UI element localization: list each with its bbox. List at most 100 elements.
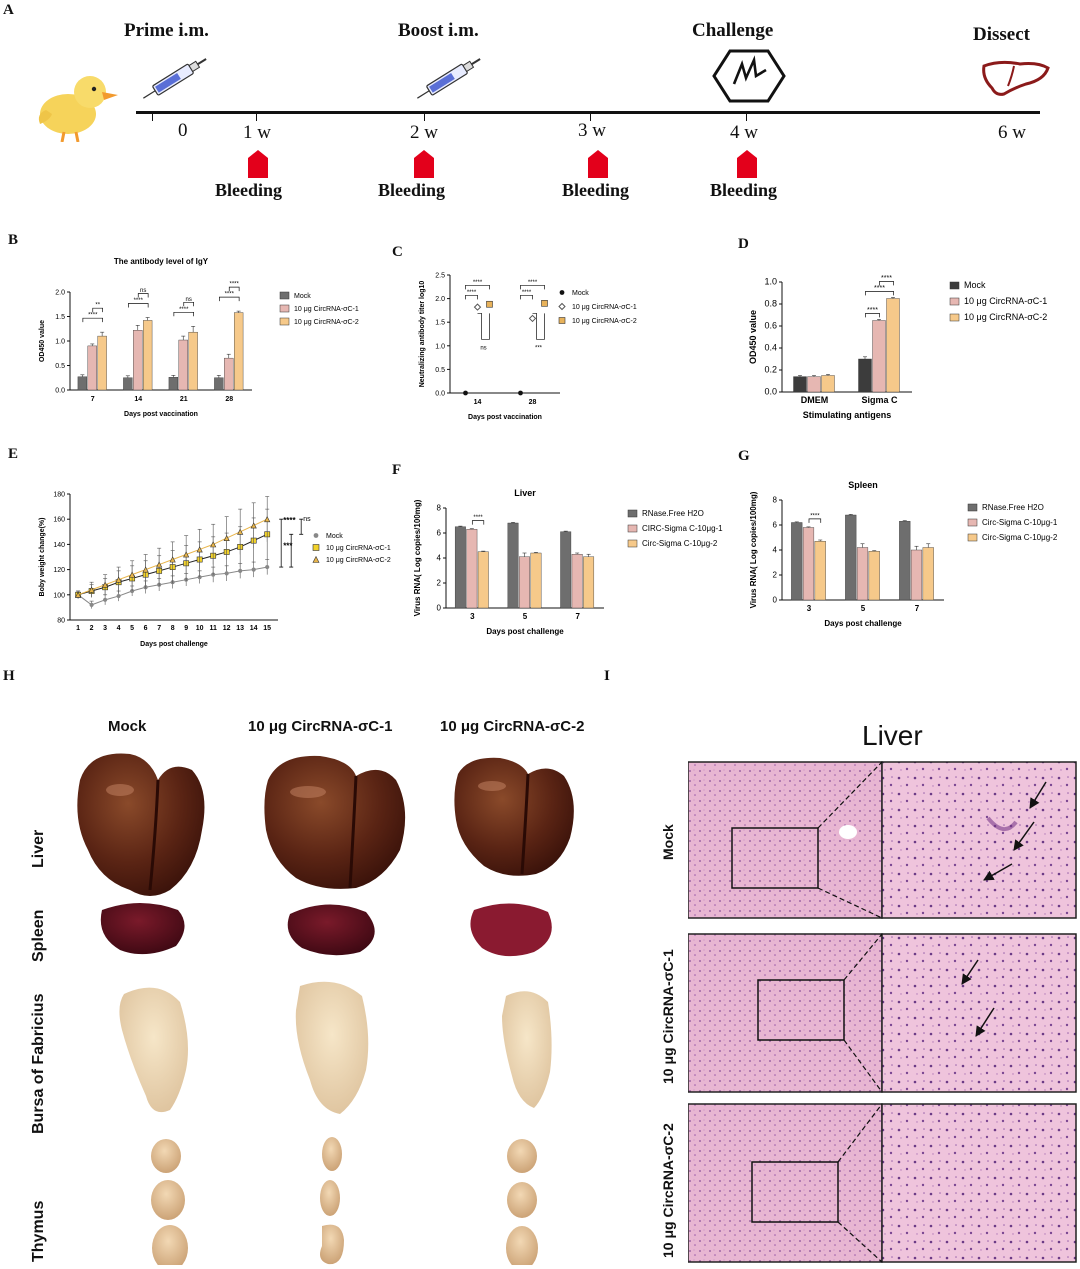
bar (507, 522, 519, 609)
significance-bracket (228, 286, 240, 292)
significance-label: **** (810, 513, 820, 519)
significance-bracket (82, 317, 103, 323)
x-tick-label: 28 (225, 396, 233, 403)
bar (583, 556, 595, 609)
thymus-photo (507, 1182, 537, 1218)
thymus-photo (152, 1225, 188, 1265)
x-tick-label: 21 (180, 396, 188, 403)
liver-photo-mock (77, 753, 205, 896)
histology-micrographs (688, 761, 1077, 1263)
timeline-tick-label: 3 w (578, 120, 606, 141)
spleen-photo-mock (100, 903, 185, 955)
duckling-illustration (38, 76, 118, 142)
chart-body-weight: 80 100 120 140 160 180 Boby weight change(%) Da… (39, 492, 391, 649)
legend-swatch (949, 313, 960, 322)
data-point (558, 317, 566, 324)
bar (560, 531, 572, 609)
bar (814, 541, 826, 601)
histology-low-mag-mock (688, 761, 883, 919)
significance-bracket (520, 284, 545, 290)
x-axis-label: Days post challenge (486, 627, 564, 636)
significance-bracket (128, 303, 149, 308)
bursa-photo-circ-1 (295, 981, 369, 1114)
panel-letter-b: B (8, 232, 19, 248)
bar (530, 552, 542, 609)
y-tick-label: 80 (57, 618, 65, 625)
timeline-tick-label: 1 w (243, 122, 271, 143)
y-tick-label: 160 (53, 517, 65, 524)
bar (233, 312, 244, 391)
data-point (102, 581, 109, 588)
bar (454, 526, 466, 609)
histology-title: Liver (862, 720, 923, 751)
bleeding-label: Bleeding (215, 180, 283, 200)
y-tick-label: 0 (773, 596, 778, 605)
lesion-arrow-icon (1013, 821, 1035, 851)
bar (868, 551, 880, 601)
legend-swatch (949, 297, 960, 306)
bar (77, 376, 88, 391)
data-point (196, 546, 203, 553)
data-point (264, 515, 271, 523)
bar (802, 527, 815, 601)
syringe-icon (143, 58, 207, 99)
histology-row-mock: Mock (660, 824, 676, 860)
y-tick-label: 1.5 (435, 320, 445, 327)
timeline-tick (256, 113, 257, 121)
event-boost: Boost i.m. (398, 20, 479, 41)
y-tick-label: 180 (53, 492, 65, 499)
x-tick-label: 7 (915, 604, 920, 613)
significance-label: ns (303, 516, 311, 523)
event-challenge: Challenge (692, 20, 774, 41)
photo-row-spleen: Spleen (30, 909, 47, 962)
significance-label: **** (522, 290, 532, 296)
data-point (528, 314, 537, 323)
x-axis-label: Days post challenge (824, 619, 902, 628)
bar (793, 376, 807, 393)
significance-label: **** (179, 307, 189, 313)
x-tick-label: Sigma C (861, 395, 898, 405)
y-axis-label: Neutralizing antibody titer log10 (419, 281, 426, 388)
significance-label: **** (230, 282, 240, 288)
bleeding-arrow-icon (248, 150, 268, 178)
photo-row-thymus: Thymus (30, 1200, 47, 1262)
data-point (223, 534, 230, 542)
bar (466, 529, 478, 609)
y-axis-label: OD450 value (748, 310, 758, 364)
x-tick-label: 13 (236, 625, 244, 632)
significance-bracket (137, 293, 149, 298)
bleeding-label: Bleeding (378, 180, 446, 200)
significance-bracket (865, 313, 880, 318)
y-tick-label: 100 (53, 592, 65, 599)
x-axis-label: Stimulating antigens (803, 410, 892, 420)
significance-label: **** (473, 280, 483, 286)
thymus-photo (506, 1226, 538, 1265)
lesion-arrow-icon (983, 863, 1013, 881)
bleeding-label: Bleeding (710, 180, 778, 200)
chart-stimulating-antigens: 0.0 0.2 0.4 0.6 0.8 1.0 OD450 value Stimulating… (748, 275, 1047, 420)
significance-bracket (92, 307, 103, 313)
significance-bracket (532, 312, 545, 340)
x-tick-label: 12 (223, 625, 231, 632)
event-prime: Prime i.m. (124, 20, 209, 41)
data-point (88, 586, 95, 593)
bleeding-arrow-icon (588, 150, 608, 178)
timeline-tick-label: 6 w (998, 122, 1026, 143)
chart-title: Spleen (848, 480, 878, 490)
thymus-photo (320, 1180, 340, 1216)
y-tick-label: 0.0 (764, 387, 777, 397)
y-tick-label: 6 (437, 529, 442, 538)
y-axis-label: Virus RNA( Log copies/100mg) (749, 491, 758, 608)
legend-swatch (627, 509, 638, 518)
significance-bracket (183, 301, 194, 307)
data-point (116, 593, 121, 599)
histology-high-mag-circ-2 (881, 1103, 1077, 1263)
legend-label: RNase.Free H2O (982, 503, 1044, 512)
bar (571, 554, 583, 609)
legend-label: Mock (294, 293, 311, 300)
bleeding-arrow-icon (737, 150, 757, 178)
significance-bracket (477, 312, 490, 340)
significance-label: **** (874, 285, 885, 292)
timeline-tick-label: 4 w (730, 122, 758, 143)
x-axis-label: Days post challenge (140, 641, 208, 648)
